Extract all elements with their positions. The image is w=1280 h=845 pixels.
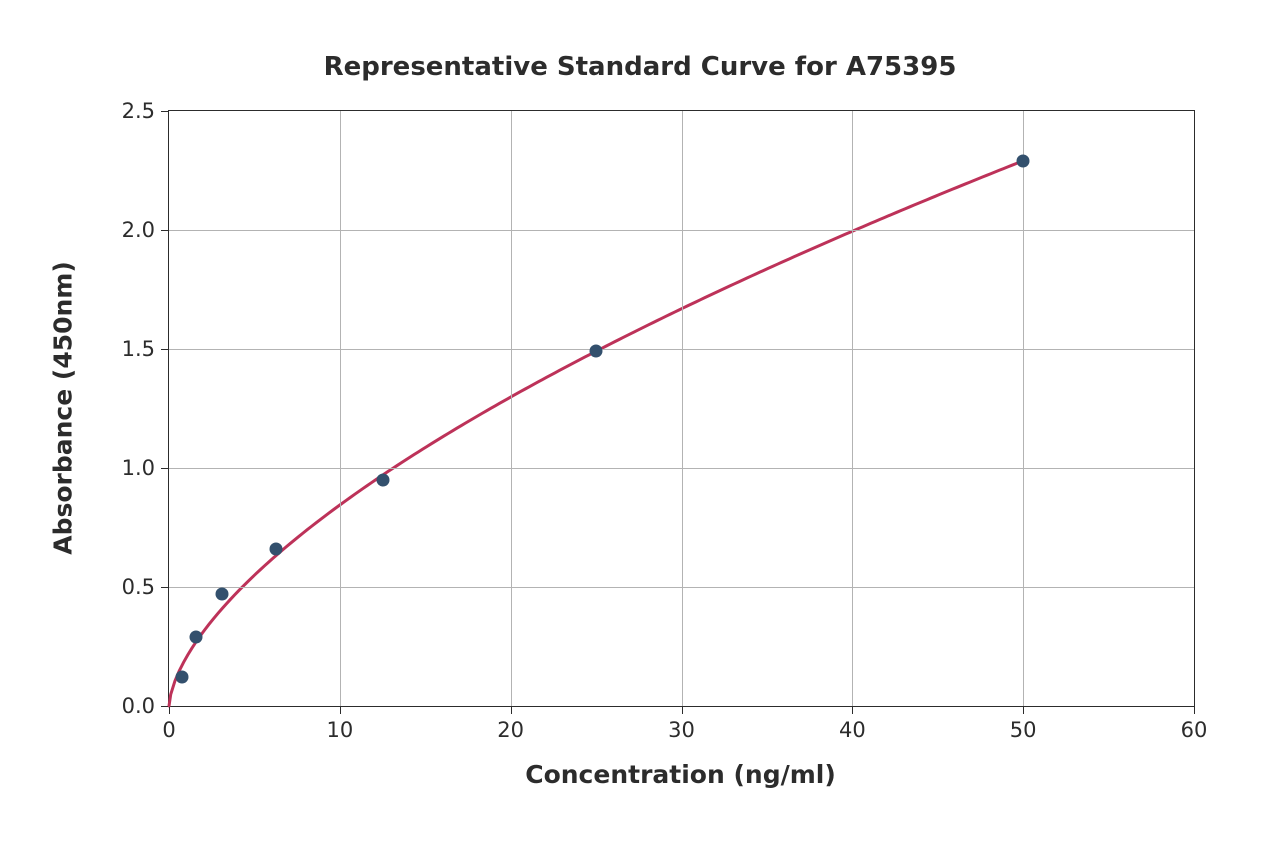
grid-line — [340, 111, 341, 706]
data-point — [376, 473, 389, 486]
grid-line — [169, 349, 1194, 350]
y-tick — [161, 111, 168, 112]
grid-line — [852, 111, 853, 706]
grid-line — [511, 111, 512, 706]
x-tick-label: 10 — [326, 718, 353, 742]
grid-line — [169, 468, 1194, 469]
data-point — [269, 542, 282, 555]
y-tick — [161, 230, 168, 231]
x-tick-label: 50 — [1010, 718, 1037, 742]
x-tick — [169, 707, 170, 714]
x-tick-label: 40 — [839, 718, 866, 742]
data-point — [590, 345, 603, 358]
grid-line — [682, 111, 683, 706]
y-tick — [161, 706, 168, 707]
y-tick-label: 1.0 — [122, 456, 155, 480]
y-tick — [161, 468, 168, 469]
chart-title: Representative Standard Curve for A75395 — [0, 52, 1280, 82]
y-tick-label: 0.5 — [122, 575, 155, 599]
y-tick-label: 1.5 — [122, 337, 155, 361]
y-axis-label: Absorbance (450nm) — [49, 261, 78, 555]
y-tick-label: 2.5 — [122, 99, 155, 123]
x-axis-label: Concentration (ng/ml) — [525, 760, 836, 789]
data-point — [189, 630, 202, 643]
y-tick-label: 2.0 — [122, 218, 155, 242]
grid-line — [169, 587, 1194, 588]
y-tick-label: 0.0 — [122, 694, 155, 718]
data-point — [1017, 154, 1030, 167]
data-point — [216, 588, 229, 601]
x-tick — [1194, 707, 1195, 714]
x-tick — [511, 707, 512, 714]
x-tick — [682, 707, 683, 714]
x-tick-label: 30 — [668, 718, 695, 742]
data-point — [176, 671, 189, 684]
plot-area: 01020304050600.00.51.01.52.02.5 — [168, 110, 1195, 707]
x-tick — [852, 707, 853, 714]
x-tick-label: 0 — [162, 718, 175, 742]
fit-curve — [169, 161, 1023, 706]
x-tick — [340, 707, 341, 714]
y-tick — [161, 349, 168, 350]
grid-line — [1023, 111, 1024, 706]
grid-line — [169, 230, 1194, 231]
x-tick-label: 20 — [497, 718, 524, 742]
x-tick — [1023, 707, 1024, 714]
y-tick — [161, 587, 168, 588]
chart-container: Representative Standard Curve for A75395… — [0, 0, 1280, 845]
x-tick-label: 60 — [1181, 718, 1208, 742]
